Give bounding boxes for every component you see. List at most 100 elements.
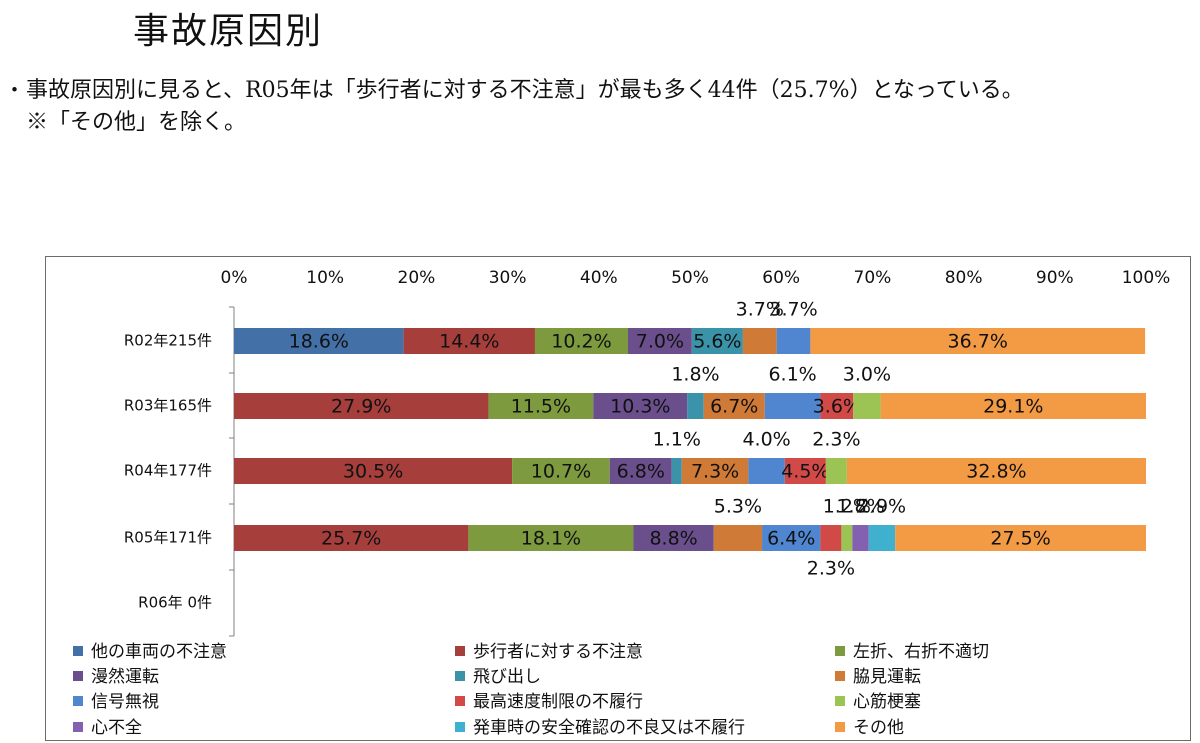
page-title: 事故原因別 xyxy=(133,11,324,52)
x-tick-label: 50% xyxy=(671,268,709,288)
bar-segment xyxy=(776,328,811,354)
category-label: R04年177件 xyxy=(124,462,212,480)
x-tick-label: 20% xyxy=(398,268,436,288)
bar-segment xyxy=(488,393,594,419)
bar-segment xyxy=(468,525,634,551)
legend-swatch xyxy=(835,696,845,706)
bar-segment xyxy=(713,525,763,551)
data-label: 6.8% xyxy=(617,461,665,483)
data-label: 3.7% xyxy=(736,299,784,321)
legend-swatch xyxy=(835,646,845,656)
bar-segment xyxy=(627,328,692,354)
legend-swatch xyxy=(835,722,845,732)
data-label: 10.2% xyxy=(551,331,611,353)
data-label: 3.0% xyxy=(843,364,891,386)
x-tick-label: 100% xyxy=(1122,268,1171,288)
data-label: 2.3% xyxy=(812,429,860,451)
data-label: 2.9% xyxy=(858,496,906,518)
legend-label: 左折、右折不適切 xyxy=(853,642,989,662)
legend-swatch xyxy=(73,696,83,706)
data-label: 4.5% xyxy=(781,461,829,483)
bar-segment xyxy=(234,328,404,354)
bar-segment xyxy=(841,525,853,551)
bar-segment xyxy=(691,328,743,354)
legend-label: 他の車両の不注意 xyxy=(91,642,227,662)
data-label: 14.4% xyxy=(439,331,499,353)
data-label: 2.3% xyxy=(807,558,855,580)
legend-label: 心不全 xyxy=(91,718,142,738)
data-label: 11.5% xyxy=(511,396,571,418)
data-label: 6.4% xyxy=(767,528,815,550)
category-label: R05年171件 xyxy=(124,529,212,547)
legend-label: 最高速度制限の不履行 xyxy=(473,692,643,712)
data-label: 10.7% xyxy=(531,461,591,483)
bar-segment xyxy=(748,458,785,484)
data-label: 36.7% xyxy=(948,331,1008,353)
x-tick-label: 80% xyxy=(945,268,983,288)
data-label: 27.5% xyxy=(990,528,1050,550)
bar-segment xyxy=(868,525,896,551)
bar-segment xyxy=(687,393,704,419)
bar-segment xyxy=(633,525,714,551)
data-label: 6.7% xyxy=(710,396,758,418)
x-tick-label: 0% xyxy=(221,268,248,288)
legend-swatch xyxy=(455,646,465,656)
data-label: 3.6% xyxy=(813,396,861,418)
x-tick-label: 70% xyxy=(854,268,892,288)
legend-label: 飛び出し xyxy=(473,667,541,687)
bar-segment xyxy=(681,458,749,484)
bar-segment xyxy=(825,458,847,484)
legend-swatch xyxy=(455,671,465,681)
bar-segment xyxy=(846,458,1146,484)
legend-label: 信号無視 xyxy=(91,692,159,712)
data-label: 29.1% xyxy=(983,396,1043,418)
bar-segment xyxy=(880,393,1146,419)
data-label: 25.7% xyxy=(321,528,381,550)
data-label: 1.1% xyxy=(653,429,701,451)
data-label: 18.6% xyxy=(289,331,349,353)
bar-segment xyxy=(403,328,535,354)
legend-label: 発車時の安全確認の不良又は不履行 xyxy=(473,718,745,738)
bar-segment xyxy=(671,458,682,484)
bar-segment xyxy=(820,525,842,551)
category-label: R02年215件 xyxy=(124,332,212,350)
category-label: R06年 0件 xyxy=(138,594,212,612)
bar-segment xyxy=(742,328,777,354)
legend-label: 心筋梗塞 xyxy=(853,692,921,712)
bar-segment xyxy=(234,525,469,551)
data-label: 18.1% xyxy=(521,528,581,550)
data-label: 7.0% xyxy=(636,331,684,353)
data-label: 1.2% xyxy=(823,496,871,518)
data-label: 5.3% xyxy=(714,496,762,518)
x-tick-label: 10% xyxy=(306,268,344,288)
category-label: R03年165件 xyxy=(124,397,212,415)
legend-swatch xyxy=(73,722,83,732)
data-label: 10.3% xyxy=(610,396,670,418)
data-label: 7.3% xyxy=(691,461,739,483)
bar-segment xyxy=(895,525,1146,551)
legend-swatch xyxy=(835,671,845,681)
legend-swatch xyxy=(73,671,83,681)
legend-swatch xyxy=(455,696,465,706)
data-label: 6.1% xyxy=(768,364,816,386)
x-tick-label: 30% xyxy=(489,268,527,288)
bar-segment xyxy=(764,393,821,419)
data-label: 3.7% xyxy=(769,299,817,321)
x-tick-label: 60% xyxy=(762,268,800,288)
bar-segment xyxy=(609,458,672,484)
legend-label: 歩行者に対する不注意 xyxy=(473,642,643,662)
data-label: 1.8% xyxy=(836,496,884,518)
bar-segment xyxy=(762,525,821,551)
bar-segment xyxy=(534,328,628,354)
legend-label: 漫然運転 xyxy=(91,667,159,687)
data-label: 8.8% xyxy=(649,528,697,550)
data-label: 5.6% xyxy=(693,331,741,353)
x-tick-label: 40% xyxy=(580,268,618,288)
bar-segment xyxy=(703,393,765,419)
x-tick-label: 90% xyxy=(1036,268,1074,288)
bar-segment xyxy=(810,328,1146,354)
legend-label: 脇見運転 xyxy=(853,667,921,687)
bar-segment xyxy=(820,393,854,419)
bullet-mark: ・ xyxy=(4,78,25,102)
legend-swatch xyxy=(73,646,83,656)
